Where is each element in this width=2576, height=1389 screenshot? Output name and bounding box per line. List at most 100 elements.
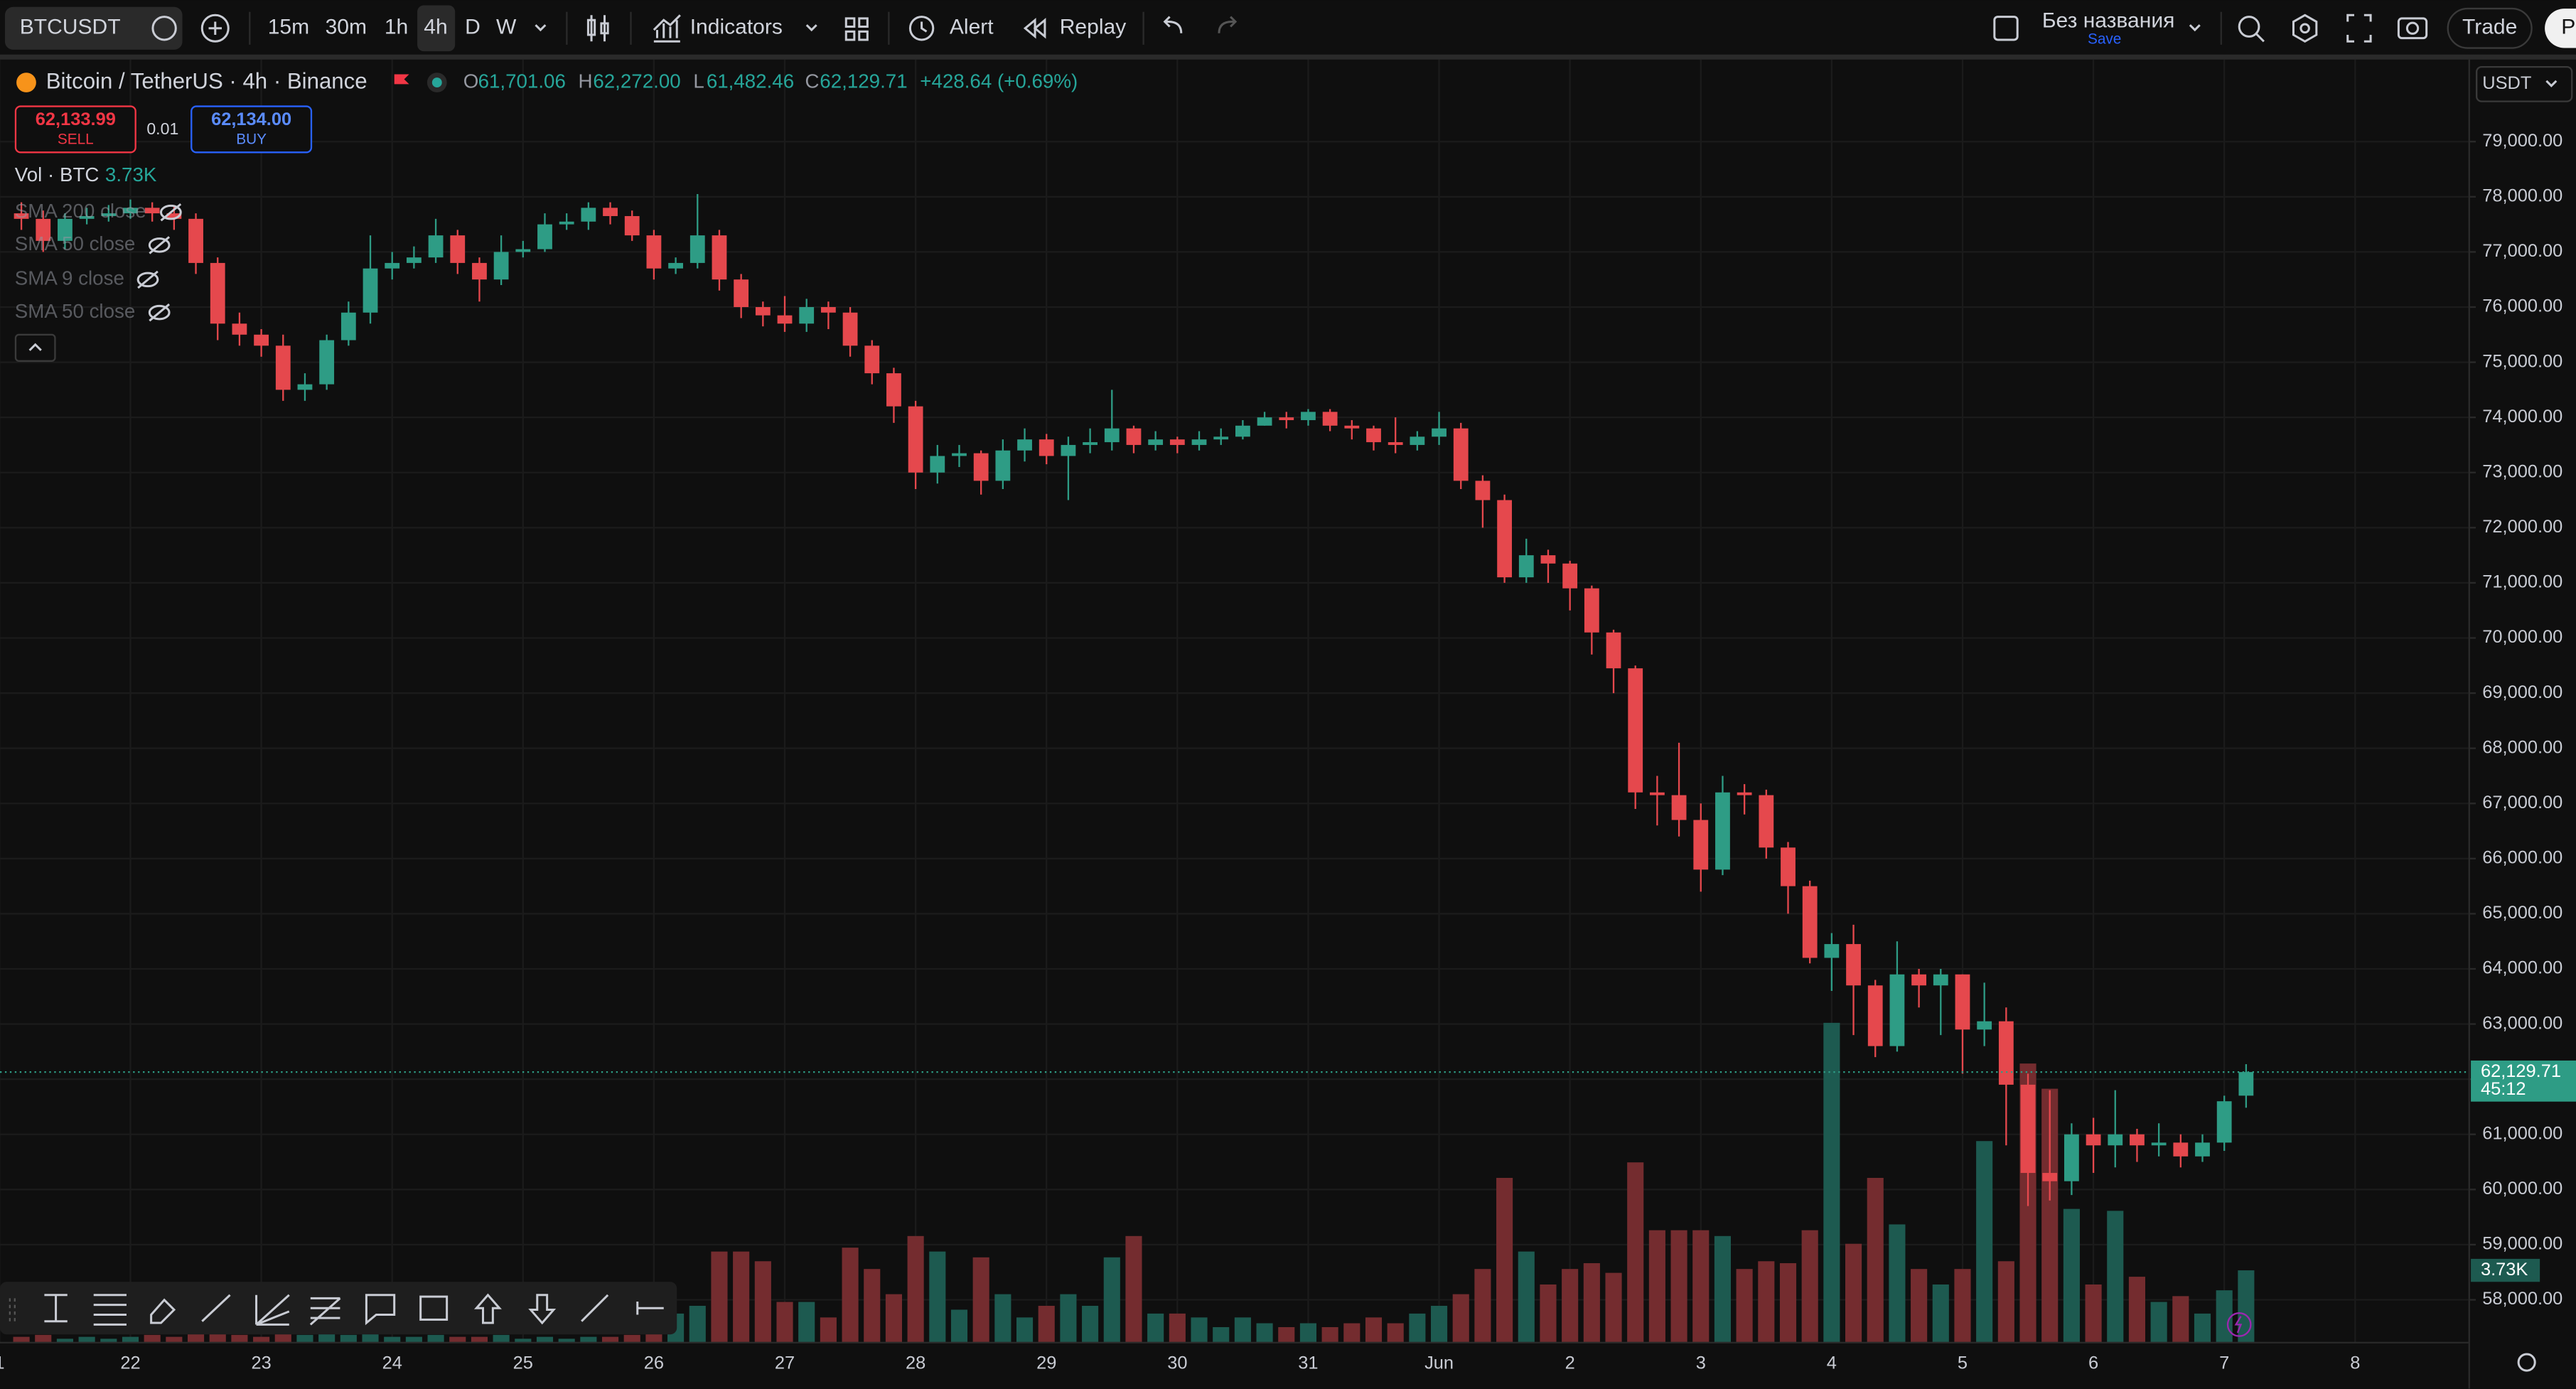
ohlc-change: +428.64 (+0.69%) <box>920 70 1078 92</box>
collapse-legend[interactable] <box>14 333 56 362</box>
tool-channel[interactable] <box>309 1297 341 1326</box>
volume-bar <box>253 1336 270 1343</box>
candle-body <box>1933 974 1948 986</box>
ohlc-label: O <box>463 70 479 92</box>
volume-bar <box>231 1334 248 1343</box>
candle-body <box>668 262 684 269</box>
tool-arrow-up[interactable] <box>473 1293 502 1324</box>
tool-rectangle[interactable] <box>419 1295 449 1321</box>
snapshot-icon[interactable] <box>2397 17 2428 40</box>
tool-lines[interactable] <box>93 1294 127 1326</box>
volume-bar <box>689 1305 706 1343</box>
currency[interactable]: USDT <box>2482 73 2531 93</box>
volume-bar <box>1540 1284 1557 1343</box>
indicators-button[interactable]: Indicators <box>690 16 783 39</box>
interval[interactable]: W <box>496 16 517 39</box>
redo[interactable] <box>1218 16 1238 33</box>
eye-hidden[interactable] <box>148 237 171 253</box>
layouts-icon[interactable] <box>844 17 869 41</box>
candle-body <box>1257 417 1272 426</box>
tool-hline[interactable] <box>636 1301 664 1315</box>
snapshot-lens <box>2405 21 2420 35</box>
hidden-icons <box>136 203 182 322</box>
layout-dropdown[interactable] <box>2189 24 2201 32</box>
volume-bar <box>1452 1294 1469 1343</box>
chart-type[interactable] <box>586 15 609 42</box>
candle-body <box>1955 974 1970 1030</box>
lightning-button[interactable] <box>2226 1312 2252 1337</box>
sell-price[interactable]: 62,133.99 <box>36 109 116 129</box>
eye-hidden[interactable] <box>136 272 159 288</box>
candle-body <box>58 218 73 241</box>
candle-body <box>1410 436 1425 445</box>
indicator-legend[interactable]: SMA 200 close <box>15 200 146 222</box>
candle-body <box>1235 425 1250 437</box>
volume-bar <box>1583 1262 1600 1343</box>
interval[interactable]: 4h <box>424 16 447 39</box>
interval[interactable]: 1h <box>385 16 408 39</box>
alert-icon[interactable] <box>908 16 935 41</box>
tool-callout[interactable] <box>365 1294 396 1326</box>
volume-bar <box>1016 1317 1034 1343</box>
fullscreen-icon[interactable] <box>2346 14 2372 43</box>
volume-bar <box>1409 1313 1426 1343</box>
trade-button[interactable]: Trade <box>2462 16 2517 39</box>
symbol-icon[interactable] <box>151 16 177 41</box>
candle-body <box>1061 444 1076 456</box>
interval-active-bg <box>417 5 456 52</box>
volume-bar <box>2041 1088 2059 1343</box>
eye-hidden[interactable] <box>148 304 171 321</box>
y-tick-label: 77,000.00 <box>2482 241 2562 261</box>
indicator-legend[interactable]: SMA 50 close <box>15 300 135 322</box>
candle-body <box>1279 417 1294 421</box>
candle-body <box>603 208 618 216</box>
save-label[interactable]: Save <box>2088 31 2121 47</box>
search-icon-handle <box>2255 32 2265 43</box>
replay-icon[interactable] <box>1023 18 1046 39</box>
sell-label[interactable]: SELL <box>58 131 94 147</box>
indicators-icon[interactable] <box>653 14 681 43</box>
symbol[interactable]: BTCUSDT <box>20 16 121 39</box>
candle-body <box>232 323 247 335</box>
indicator-legend[interactable]: SMA 9 close <box>15 267 124 289</box>
flag[interactable] <box>394 74 409 85</box>
buy-button-bg[interactable] <box>190 105 313 154</box>
tool-ray[interactable] <box>581 1294 609 1322</box>
settings-icon[interactable] <box>2292 14 2318 43</box>
indicators-dropdown[interactable] <box>805 24 817 32</box>
eye-hidden[interactable] <box>159 204 182 220</box>
trade-button-bg[interactable] <box>2447 7 2533 49</box>
indicator-legend[interactable]: SMA 50 close <box>15 232 135 254</box>
buy-label[interactable]: BUY <box>236 131 267 147</box>
add-symbol[interactable] <box>200 14 230 43</box>
axis-settings[interactable] <box>2517 1353 2536 1372</box>
interval[interactable]: D <box>465 16 481 39</box>
avatar-bg[interactable] <box>2545 9 2576 48</box>
interval[interactable]: 30m <box>326 16 367 39</box>
tool-trendline[interactable] <box>201 1294 231 1322</box>
replay-button[interactable]: Replay <box>1060 16 1126 39</box>
volume-bar <box>1038 1305 1055 1343</box>
search-icon[interactable] <box>2238 16 2260 38</box>
alert-button[interactable]: Alert <box>950 16 994 39</box>
interval[interactable]: 15m <box>268 16 309 39</box>
tool-fib[interactable] <box>255 1294 290 1326</box>
tool-arrow-down[interactable] <box>528 1294 557 1325</box>
x-tick-label: 4 <box>1827 1353 1837 1373</box>
tool-text-cursor[interactable] <box>44 1294 68 1323</box>
y-tick-label: 76,000.00 <box>2482 296 2562 316</box>
currency-selector[interactable] <box>2476 65 2573 102</box>
layout-checkbox[interactable] <box>1993 16 2019 41</box>
volume-bar <box>950 1309 968 1343</box>
layout-name[interactable]: Без названия <box>2042 9 2175 32</box>
undo[interactable] <box>1163 16 1183 33</box>
y-tick-label: 73,000.00 <box>2482 461 2562 481</box>
sell-button-bg[interactable] <box>14 105 136 154</box>
avatar[interactable]: P <box>2561 16 2575 39</box>
buy-price[interactable]: 62,134.00 <box>211 109 291 129</box>
interval-dropdown[interactable] <box>535 24 547 32</box>
tool-eraser[interactable] <box>150 1298 176 1324</box>
candle-body <box>1017 439 1032 451</box>
symbol-box[interactable] <box>4 6 183 50</box>
